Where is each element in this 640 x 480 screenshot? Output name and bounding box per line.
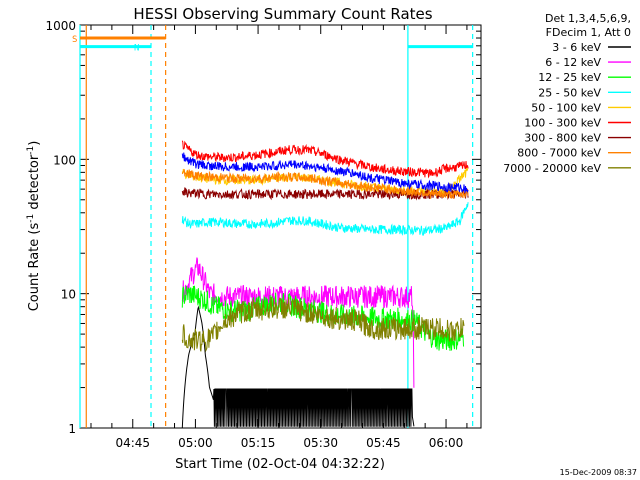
series-line [181,296,465,353]
y-axis-label-mid: detector [27,154,42,214]
x-tick-label: 05:15 [241,436,276,450]
legend: 3 - 6 keV 6 - 12 keV 12 - 25 keV 25 - 50 ke… [503,41,631,175]
legend-label: 100 - 300 keV [524,117,601,130]
y-axis-label-end: ) [27,141,42,146]
legend-label: 800 - 7000 keV [517,147,601,160]
legend-label: 3 - 6 keV [552,41,601,54]
series-line [181,168,469,199]
y-tick-label: 1000 [45,19,76,33]
y-axis-label-sup2: -1 [26,146,36,155]
chart-title: HESSI Observing Summary Count Rates [133,5,432,23]
legend-label: 12 - 25 keV [538,71,601,84]
legend-header-line1: Det 1,3,4,5,6,9, [545,12,631,25]
x-axis-label: Start Time (02-Oct-04 04:32:22) [175,457,385,472]
legend-header-line2: FDecim 1, Att 0 [546,26,631,39]
series-line [181,152,469,194]
legend-label: 25 - 50 keV [538,86,601,99]
x-tick-label: 04:45 [115,436,150,450]
x-tick-label: 05:30 [303,436,338,450]
timestamp: 15-Dec-2009 08:37 [560,468,637,477]
y-axis-label-main: Count Rate (s [27,223,42,312]
y-tick-label: 100 [53,153,76,167]
plot-area: 1 10 100 1000 04:45 05:00 05:15 05:30 05:45 06:00… [45,19,482,450]
legend-label: 6 - 12 keV [545,56,601,69]
legend-label: 300 - 800 keV [524,132,601,145]
x-tick-label: 05:45 [366,436,401,450]
legend-label: 50 - 100 keV [531,101,601,114]
series-line [181,140,469,179]
flag-label: N [134,44,139,54]
y-tick-label: 1 [68,422,76,436]
x-tick-label: 05:00 [178,436,213,450]
y-tick-label: 10 [61,288,76,302]
y-axis-label-sup1: -1 [26,214,36,223]
legend-label: 7000 - 20000 keV [503,162,601,175]
series-line [181,202,469,236]
y-axis-label: Count Rate (s-1 detector-1) [26,141,42,312]
series-line [181,305,415,429]
series-line [181,257,415,388]
x-tick-label: 06:00 [429,436,464,450]
flag-label: S [72,35,77,45]
